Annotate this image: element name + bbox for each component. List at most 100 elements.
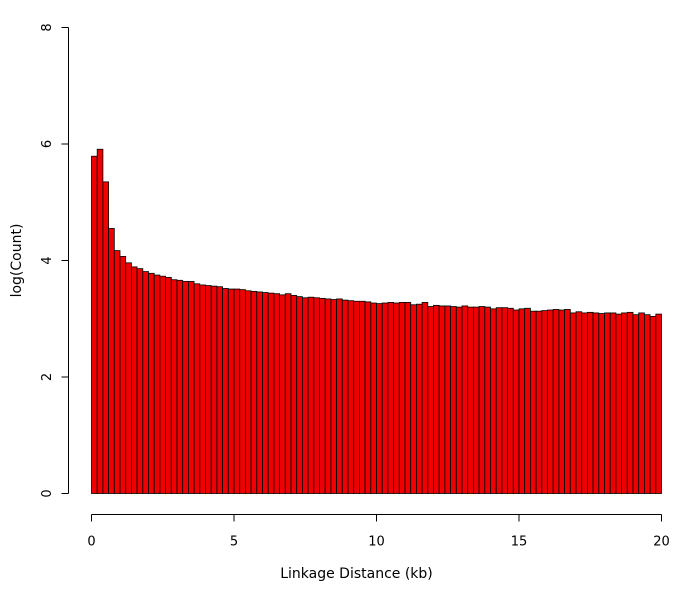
histogram-bar xyxy=(307,296,315,494)
histogram-bar xyxy=(621,312,628,494)
histogram-bar xyxy=(102,181,110,494)
histogram-bar xyxy=(415,303,423,494)
histogram-bar xyxy=(518,308,526,494)
histogram-bar xyxy=(644,314,651,494)
histogram-bar xyxy=(438,305,446,494)
histogram-bar xyxy=(564,309,571,494)
y-tick-label: 4 xyxy=(40,256,55,264)
histogram-bar xyxy=(410,304,417,494)
histogram-bar xyxy=(284,293,292,494)
y-tick-label: 2 xyxy=(40,373,55,381)
histogram-bar xyxy=(461,305,469,494)
y-tick-label: 0 xyxy=(40,489,55,497)
histogram-bar xyxy=(547,309,554,494)
histogram-bar xyxy=(364,301,372,494)
y-axis-title: log(Count) xyxy=(9,224,25,298)
histogram-bar xyxy=(393,302,400,494)
histogram-bar xyxy=(632,314,640,494)
histogram-bar xyxy=(125,262,132,494)
histogram-bar xyxy=(244,290,252,494)
histogram-bar xyxy=(501,307,508,494)
histogram-bar xyxy=(404,302,412,494)
histogram-bar xyxy=(91,155,98,494)
histogram-bar xyxy=(182,281,189,494)
histogram-bar xyxy=(478,306,486,494)
y-tick-label: 8 xyxy=(40,23,55,31)
histogram-bar xyxy=(558,309,566,494)
histogram-bar xyxy=(398,302,406,494)
histogram-bar xyxy=(296,296,303,494)
histogram-bar xyxy=(421,302,429,494)
histogram-bar xyxy=(113,250,121,494)
histogram-bar xyxy=(199,284,206,494)
histogram-bar xyxy=(569,312,577,494)
histogram-bar xyxy=(210,285,218,494)
histogram-bar xyxy=(541,310,548,494)
histogram-bar xyxy=(427,306,434,494)
histogram-bar xyxy=(273,293,280,494)
histogram-bar xyxy=(524,307,531,494)
histogram-bar xyxy=(638,312,645,494)
histogram-bar xyxy=(592,312,600,494)
histogram-bar xyxy=(239,289,246,494)
histogram-bar xyxy=(142,271,149,494)
histogram-bar xyxy=(319,297,326,494)
histogram-bar xyxy=(370,302,377,494)
bars-group xyxy=(91,148,662,494)
histogram-bar xyxy=(187,281,195,494)
histogram-bar xyxy=(193,283,201,494)
histogram-bar xyxy=(341,299,349,494)
histogram-bar xyxy=(290,295,298,494)
histogram-bar xyxy=(626,311,634,494)
histogram-bar xyxy=(227,288,235,494)
histogram-bar xyxy=(512,309,520,494)
histogram-bar xyxy=(598,313,605,494)
histogram-bar xyxy=(96,148,104,494)
histogram-bar xyxy=(153,274,161,494)
x-axis-title: Linkage Distance (kb) xyxy=(280,566,433,582)
histogram-bar xyxy=(358,300,366,494)
histogram-bar xyxy=(170,279,178,494)
histogram-bar xyxy=(472,306,480,494)
histogram-bar xyxy=(216,286,223,494)
histogram-bar xyxy=(250,290,258,494)
histogram-bar xyxy=(119,256,127,494)
histogram-bar xyxy=(165,276,172,494)
x-tick-label: 5 xyxy=(230,535,238,550)
histogram-bar xyxy=(205,285,212,494)
histogram-bar xyxy=(433,304,440,494)
histogram-bar xyxy=(136,268,144,494)
histogram-bar xyxy=(262,292,269,494)
histogram-bar xyxy=(267,292,275,494)
histogram-bar xyxy=(444,305,451,494)
histogram-bar xyxy=(324,298,332,494)
histogram-bar xyxy=(387,302,394,494)
y-axis: 0 2 4 6 8 xyxy=(40,23,69,498)
histogram-bar xyxy=(130,266,138,494)
histogram-bar xyxy=(353,300,360,494)
histogram-bar xyxy=(484,306,491,494)
histogram-bar xyxy=(233,288,241,494)
histogram-bar xyxy=(507,307,514,494)
histogram-bar xyxy=(256,291,263,494)
x-axis: 0 5 10 15 20 xyxy=(87,514,670,550)
histogram-bar xyxy=(148,272,155,494)
histogram-bar xyxy=(313,297,320,494)
histogram-bar xyxy=(604,312,611,494)
histogram-bar xyxy=(336,298,343,494)
histogram-bar xyxy=(176,279,184,494)
histogram-bar xyxy=(490,308,497,494)
histogram-bar xyxy=(159,275,166,494)
histogram-bar xyxy=(552,309,560,494)
histogram-bar xyxy=(381,302,389,494)
histogram-bar xyxy=(108,228,115,494)
histogram-bar xyxy=(655,313,662,494)
histogram-bar xyxy=(615,313,623,494)
histogram-bar xyxy=(495,307,503,494)
histogram-bar xyxy=(455,306,463,494)
histogram-bar xyxy=(575,311,583,494)
y-tick-label: 6 xyxy=(40,140,55,148)
histogram-bar xyxy=(222,288,229,494)
histogram-bar xyxy=(467,306,474,494)
